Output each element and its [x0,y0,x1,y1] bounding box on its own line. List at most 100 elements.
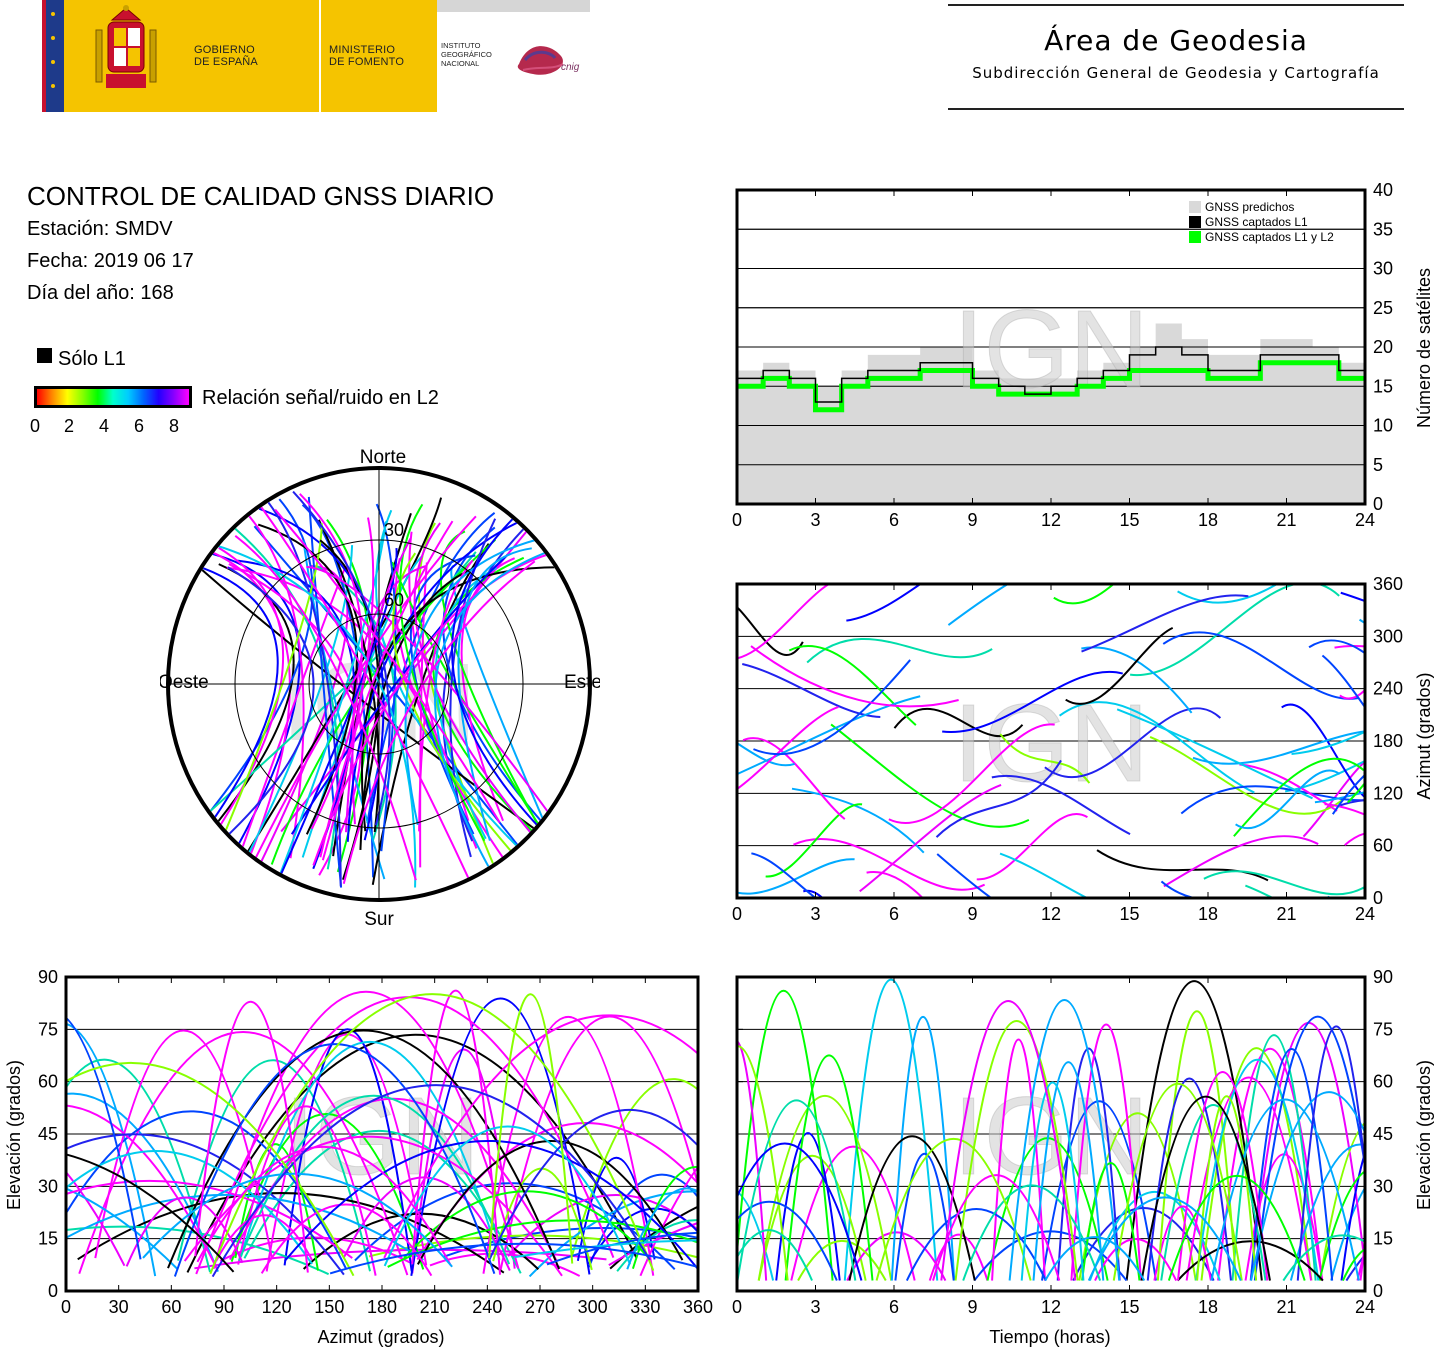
eu-stars-icon [42,0,55,112]
elt-ytick-0: 0 [1373,1281,1383,1301]
cnt-xtick-6: 6 [889,510,899,530]
elt-track [1167,1175,1306,1281]
elt-track [784,1054,874,1281]
skyplot-track [409,554,476,835]
elt-track [1341,1248,1365,1281]
cnt-ytick-0: 0 [1373,494,1383,514]
elevation-time-ylabel: Elevación (grados) [1414,1060,1434,1210]
azt-ytick-120: 120 [1373,783,1403,803]
cnt-xtick-24: 24 [1355,510,1375,530]
elevation-time-xlabel: Tiempo (horas) [989,1327,1110,1347]
colorbar-tick-2: 2 [63,416,74,436]
skyplot-track [275,547,398,887]
elt-track [991,1038,1046,1281]
azt-track [1308,639,1365,655]
azt-xtick-0: 0 [732,904,742,924]
skyplot-track [434,543,568,890]
azt-track [737,695,921,776]
ela-track [66,1187,179,1271]
ela-ytick-90: 90 [38,967,58,987]
azt-track [1245,884,1275,898]
ela-track [66,1092,219,1272]
azt-track [1327,895,1335,898]
legend-predicted-swatch [1189,201,1201,213]
ela-track [194,1000,309,1273]
skyplot-chart: IGN 30 60 Norte Sur Este Oeste [160,447,600,930]
ela-track [94,1029,273,1259]
azt-track [751,852,818,898]
elt-track [1140,1095,1271,1281]
gobierno-text-1: GOBIERNO [194,44,255,56]
satellite-count-chart: IGN 0 5 10 15 20 25 30 35 40 0 3 6 9 12 15 18 21 24 Númer… [732,180,1434,530]
ministerio-text-2: DE FOMENTO [329,56,405,68]
azt-track [1096,849,1269,882]
azt-track [830,723,1030,828]
elt-track [1196,1095,1258,1281]
ela-xtick-300: 300 [578,1297,608,1317]
area-geodesia-block: Área de Geodesia Subdirección General de… [948,0,1404,112]
elt-track [890,1016,956,1281]
elt-xtick-24: 24 [1355,1297,1375,1317]
azt-tracks [737,584,1365,898]
azt-track [1180,785,1365,815]
ela-track [66,1110,347,1270]
cnt-ytick-25: 25 [1373,298,1393,318]
cnt-watermark: IGN [953,288,1149,411]
azt-track [737,858,855,895]
ela-xtick-60: 60 [161,1297,181,1317]
azt-xtick-18: 18 [1198,904,1218,924]
azt-track [742,737,846,820]
ela-track [173,1043,496,1277]
ela-xtick-210: 210 [420,1297,450,1317]
elt-track [1185,1076,1313,1281]
ela-xtick-240: 240 [472,1297,502,1317]
elt-track [1340,1149,1365,1281]
area-bottom-rule [948,108,1404,110]
skyplot-track [220,566,315,843]
doy-label: Día del año: 168 [27,282,174,304]
elevation-time-ticks: 0 15 30 45 60 75 90 0 3 6 9 12 15 18 21 24 [732,967,1393,1317]
ela-track [211,1084,651,1278]
elt-track [737,1142,863,1281]
elt-xtick-3: 3 [810,1297,820,1317]
cnt-ytick-10: 10 [1373,416,1393,436]
l1-line [737,346,1365,403]
elt-track [1020,1081,1085,1281]
elt-track [797,1240,887,1282]
ela-track [125,1196,244,1267]
skyplot-track [451,517,562,851]
azt-track [976,813,1088,881]
elt-track [932,1174,1061,1281]
elt-track [905,1208,1047,1281]
azimuth-time-plot-area: IGN [735,582,1367,900]
ela-track [196,1146,452,1267]
elevation-time-chart: IGN 0 15 30 45 60 75 90 0 3 6 9 12 15 18 21 24 Elevació… [732,967,1434,1347]
elt-track [1070,1023,1142,1281]
elt-track [962,1184,1102,1281]
elt-track [846,1231,947,1281]
skyplot-west-label: Oeste [160,672,209,693]
colorbar-tick-6: 6 [133,416,144,436]
azt-track [1314,791,1365,804]
gobierno-panel: GOBIERNO DE ESPAÑA [64,0,319,112]
gobierno-text-2: DE ESPAÑA [194,56,258,68]
azt-track [1321,654,1365,710]
azt-track [999,852,1090,898]
azt-track [859,783,1002,893]
legend-l1l2-swatch [1189,231,1201,243]
azt-ytick-300: 300 [1373,626,1403,646]
cnt-ytick-30: 30 [1373,259,1393,279]
elt-track [757,1154,867,1281]
skyplot-track [223,523,323,834]
ela-track [383,1014,698,1259]
ela-track [167,1029,561,1270]
azt-track [1116,708,1313,800]
legend-l1-label: GNSS captados L1 [1205,215,1308,229]
azt-track [737,605,804,656]
ela-track [237,1105,377,1276]
azt-track [1053,584,1116,605]
cnig-logo-icon [517,46,564,75]
elevation-azimuth-xlabel: Azimut (grados) [317,1327,444,1347]
ela-track [209,993,655,1275]
ministerio-text-1: MINISTERIO [329,44,396,56]
